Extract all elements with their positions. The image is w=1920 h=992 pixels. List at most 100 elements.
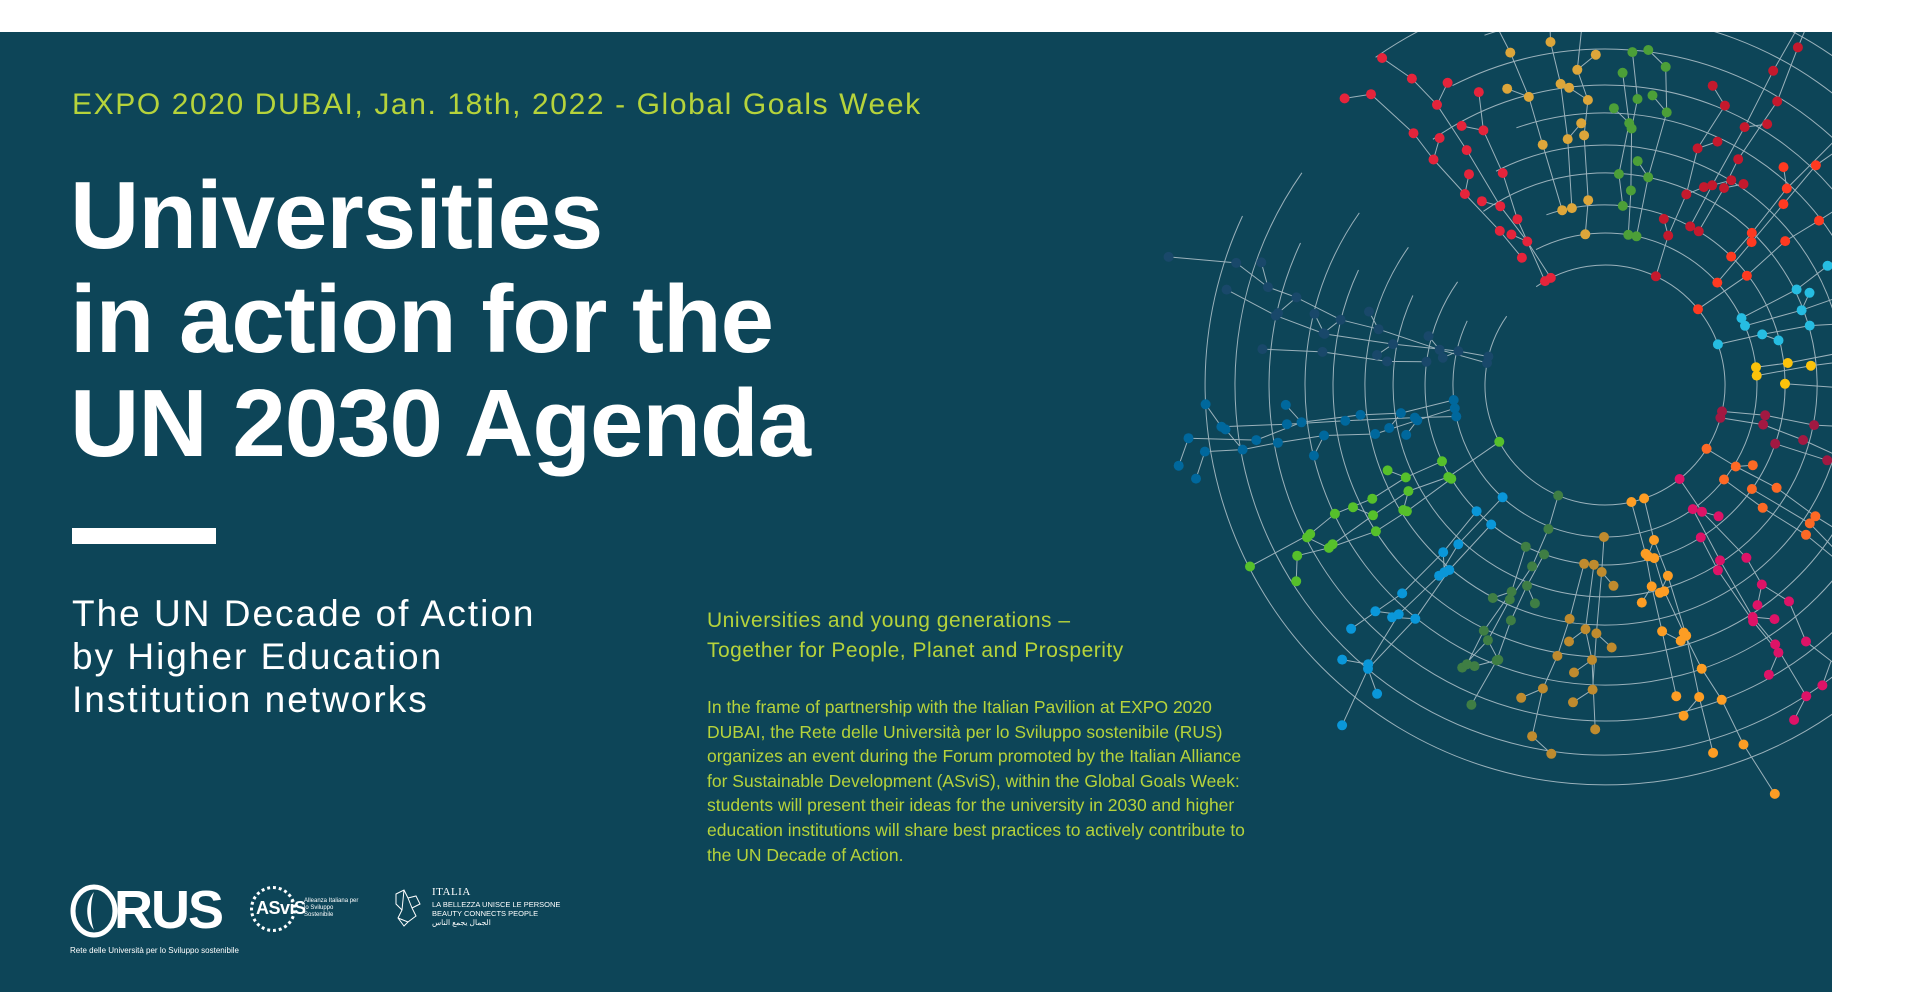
network-node bbox=[1587, 684, 1598, 695]
network-node bbox=[1453, 346, 1464, 357]
network-node bbox=[1810, 160, 1821, 171]
network-line bbox=[1700, 537, 1779, 675]
decade-line-3: Institution networks bbox=[72, 679, 429, 720]
network-node bbox=[1183, 433, 1194, 444]
asvis-logo: ASviS Alleanza Italiana per lo Sviluppo … bbox=[250, 884, 360, 944]
network-node bbox=[1319, 328, 1330, 339]
network-node bbox=[1674, 474, 1685, 484]
network-node bbox=[1388, 339, 1398, 350]
network-node bbox=[1434, 133, 1445, 143]
network-node bbox=[1643, 45, 1654, 55]
network-node bbox=[1701, 443, 1712, 454]
network-node bbox=[1707, 80, 1718, 91]
network-node bbox=[1804, 518, 1815, 529]
network-node bbox=[1715, 555, 1725, 566]
network-node bbox=[1539, 549, 1550, 560]
network-node bbox=[1191, 473, 1201, 484]
tagline: Universities and young generations – Tog… bbox=[707, 606, 1124, 666]
network-node bbox=[1782, 358, 1793, 368]
network-node bbox=[1626, 123, 1637, 134]
network-node bbox=[1335, 314, 1346, 325]
network-node bbox=[1566, 203, 1577, 214]
network-node bbox=[1400, 472, 1411, 483]
network-node bbox=[1370, 526, 1381, 537]
network-node bbox=[1713, 511, 1724, 522]
network-node bbox=[1504, 594, 1515, 605]
network-node bbox=[1798, 435, 1809, 445]
network-line bbox=[1268, 48, 1832, 722]
asvis-logo-subtitle: Alleanza Italiana per lo Sviluppo Sosten… bbox=[304, 898, 359, 918]
network-node bbox=[1555, 78, 1566, 89]
network-node bbox=[1439, 567, 1450, 578]
rus-logo-letters: RUS bbox=[114, 880, 224, 940]
network-node bbox=[1739, 122, 1750, 133]
network-line bbox=[1452, 232, 1758, 538]
network-node bbox=[1438, 547, 1449, 558]
network-node bbox=[1747, 460, 1758, 471]
network-node bbox=[1792, 42, 1803, 53]
network-node bbox=[1719, 183, 1729, 193]
network-node bbox=[1695, 532, 1706, 543]
network-node bbox=[1822, 455, 1832, 466]
network-node bbox=[1398, 505, 1409, 515]
network-node bbox=[1557, 205, 1568, 216]
network-node bbox=[1756, 579, 1767, 590]
network-node bbox=[1505, 47, 1516, 58]
network-node bbox=[1448, 395, 1459, 405]
network-node bbox=[1572, 64, 1583, 75]
network-node bbox=[1272, 437, 1283, 448]
network-node bbox=[1681, 189, 1692, 200]
network-node bbox=[1569, 667, 1579, 678]
network-node bbox=[1280, 399, 1291, 410]
network-node bbox=[1649, 553, 1660, 564]
network-node bbox=[1377, 53, 1388, 63]
network-node bbox=[1712, 565, 1723, 576]
asvis-logo-word: ASviS bbox=[256, 898, 306, 918]
network-node bbox=[1397, 588, 1408, 599]
network-node bbox=[1741, 552, 1752, 563]
network-node bbox=[1625, 185, 1636, 196]
network-line bbox=[1755, 353, 1832, 368]
network-node bbox=[1791, 284, 1802, 295]
network-node bbox=[1647, 90, 1658, 101]
network-node bbox=[1245, 561, 1255, 572]
network-node bbox=[1687, 504, 1698, 515]
network-node bbox=[1789, 714, 1800, 725]
network-node bbox=[1809, 420, 1820, 431]
network-node bbox=[1768, 65, 1779, 76]
network-node bbox=[1423, 331, 1434, 342]
network-node bbox=[1770, 438, 1781, 449]
network-node bbox=[1748, 616, 1759, 627]
italia-logo-title: ITALIA bbox=[432, 886, 471, 898]
network-node bbox=[1221, 284, 1232, 295]
network-node bbox=[1771, 482, 1782, 493]
network-node bbox=[1494, 225, 1505, 236]
network-node bbox=[1520, 541, 1531, 552]
network-node bbox=[1263, 282, 1273, 293]
network-node bbox=[1478, 125, 1489, 136]
network-node bbox=[1497, 168, 1508, 178]
network-line bbox=[1549, 32, 1582, 209]
rus-logo: RUS Rete delle Università per lo Svilupp… bbox=[70, 880, 239, 974]
network-node bbox=[1348, 502, 1358, 513]
network-node bbox=[1516, 692, 1527, 703]
network-node bbox=[1329, 508, 1340, 519]
network-node bbox=[1715, 412, 1726, 423]
network-node bbox=[1459, 189, 1470, 199]
network-node bbox=[1583, 195, 1594, 206]
network-node bbox=[1437, 456, 1447, 467]
network-node bbox=[1256, 257, 1267, 268]
network-node bbox=[1373, 324, 1384, 335]
network-line bbox=[1717, 323, 1832, 345]
network-node bbox=[1814, 215, 1824, 226]
network-node bbox=[1461, 145, 1472, 156]
network-node bbox=[1443, 472, 1454, 482]
network-line bbox=[1364, 144, 1832, 626]
network-node bbox=[1698, 182, 1709, 193]
network-line bbox=[1466, 546, 1527, 665]
network-line bbox=[1204, 32, 1832, 786]
network-node bbox=[1482, 635, 1493, 646]
network-node bbox=[1719, 474, 1729, 485]
network-node bbox=[1494, 436, 1505, 447]
network-node bbox=[1456, 120, 1467, 131]
